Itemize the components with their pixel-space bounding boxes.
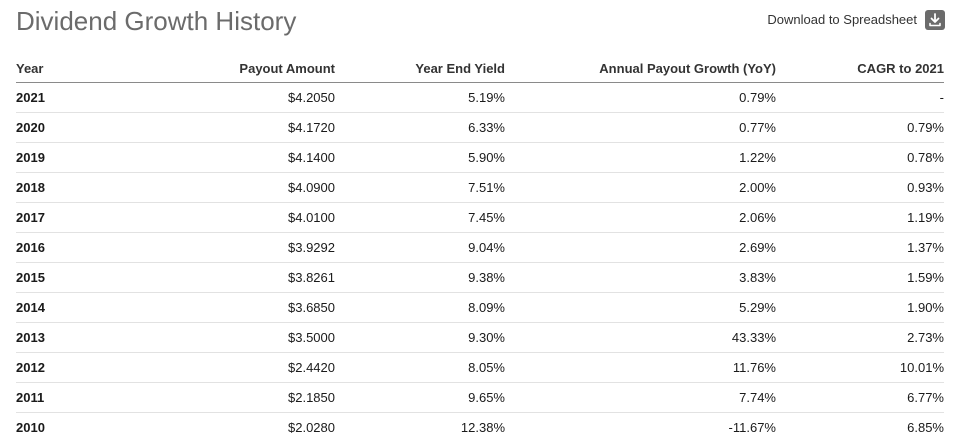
cell-cagr: 1.59% [776,263,944,293]
cell-annual-payout-growth: 7.74% [505,383,776,413]
page-header: Dividend Growth History Download to Spre… [16,0,945,44]
cell-year-end-yield: 9.04% [335,233,505,263]
cell-cagr: 2.73% [776,323,944,353]
cell-year: 2015 [16,263,126,293]
cell-year-end-yield: 9.30% [335,323,505,353]
cell-cagr: 1.90% [776,293,944,323]
cell-year-end-yield: 9.38% [335,263,505,293]
cell-year: 2016 [16,233,126,263]
cell-year-end-yield: 5.19% [335,83,505,113]
cell-year: 2019 [16,143,126,173]
cell-payout-amount: $4.0900 [126,173,335,203]
cell-year-end-yield: 9.65% [335,383,505,413]
download-label: Download to Spreadsheet [767,10,917,30]
download-icon [925,10,945,30]
cell-year: 2014 [16,293,126,323]
cell-annual-payout-growth: 1.22% [505,143,776,173]
cell-annual-payout-growth: 0.77% [505,113,776,143]
cell-year: 2020 [16,113,126,143]
cell-annual-payout-growth: 0.79% [505,83,776,113]
page-title: Dividend Growth History [16,5,296,37]
cell-year: 2021 [16,83,126,113]
cell-annual-payout-growth: 5.29% [505,293,776,323]
cell-payout-amount: $4.1720 [126,113,335,143]
cell-year: 2018 [16,173,126,203]
cell-year: 2013 [16,323,126,353]
cell-annual-payout-growth: 3.83% [505,263,776,293]
cell-annual-payout-growth: 43.33% [505,323,776,353]
cell-cagr: 10.01% [776,353,944,383]
cell-payout-amount: $3.9292 [126,233,335,263]
cell-year: 2012 [16,353,126,383]
cell-year-end-yield: 6.33% [335,113,505,143]
cell-payout-amount: $3.5000 [126,323,335,353]
cell-year: 2017 [16,203,126,233]
cell-year: 2011 [16,383,126,413]
column-header-annual-payout-growth[interactable]: Annual Payout Growth (YoY) [505,54,776,83]
cell-cagr: 1.19% [776,203,944,233]
cell-cagr: 0.79% [776,113,944,143]
cell-year-end-yield: 8.09% [335,293,505,323]
cell-year-end-yield: 8.05% [335,353,505,383]
download-spreadsheet-button[interactable]: Download to Spreadsheet [767,10,945,30]
table-header-row: Year Payout Amount Year End Yield Annual… [16,54,944,83]
cell-year-end-yield: 5.90% [335,143,505,173]
cell-payout-amount: $4.1400 [126,143,335,173]
cell-payout-amount: $3.6850 [126,293,335,323]
cell-payout-amount: $2.1850 [126,383,335,413]
column-header-payout-amount[interactable]: Payout Amount [126,54,335,83]
cell-year-end-yield: 7.45% [335,203,505,233]
cell-annual-payout-growth: 2.06% [505,203,776,233]
cell-payout-amount: $4.2050 [126,83,335,113]
cell-year-end-yield: 7.51% [335,173,505,203]
cell-annual-payout-growth: 11.76% [505,353,776,383]
cell-payout-amount: $2.4420 [126,353,335,383]
dividend-history-table: Year Payout Amount Year End Yield Annual… [16,54,944,442]
cell-annual-payout-growth: 2.00% [505,173,776,203]
cell-cagr: 1.37% [776,233,944,263]
cell-annual-payout-growth: 2.69% [505,233,776,263]
cell-payout-amount: $3.8261 [126,263,335,293]
column-header-year-end-yield[interactable]: Year End Yield [335,54,505,83]
cell-cagr: 0.78% [776,143,944,173]
cell-payout-amount: $4.0100 [126,203,335,233]
cell-cagr: 0.93% [776,173,944,203]
column-header-cagr[interactable]: CAGR to 2021 [776,54,944,83]
column-header-year[interactable]: Year [16,54,126,83]
cell-cagr: 6.77% [776,383,944,413]
cell-cagr: - [776,83,944,113]
